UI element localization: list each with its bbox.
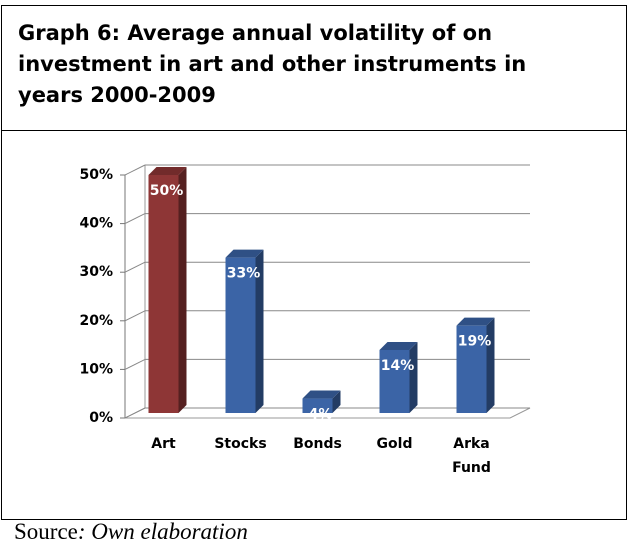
y-tick-label: 30% (79, 264, 113, 280)
value-label: 33% (227, 266, 261, 282)
chart-title: Graph 6: Average annual volatility of on… (18, 21, 527, 107)
x-tick-label: Stocks (214, 436, 267, 452)
bar-top (379, 341, 418, 350)
bar-side (255, 249, 264, 413)
value-label: 19% (458, 334, 492, 350)
y-tick-label: 40% (79, 216, 113, 232)
bar (302, 398, 333, 413)
x-tick-label: Bonds (293, 436, 342, 452)
bar (225, 257, 256, 413)
grid-line (124, 310, 146, 322)
separator (1, 130, 626, 131)
bar (456, 325, 487, 413)
bar-top (456, 317, 495, 326)
chart: 0% 10% 20% 30% 40% 50% 50% 33% 4% 14% 19% (79, 164, 531, 426)
bar-top (225, 249, 264, 258)
x-tick-label: Arka Fund (452, 436, 491, 476)
grid-line (124, 164, 146, 176)
bar-top (148, 167, 187, 175)
value-label: 14% (381, 358, 415, 374)
source-label: Source (14, 519, 78, 544)
bar-side (486, 317, 495, 413)
x-tick-label: Gold (376, 436, 413, 452)
y-tick-label: 20% (79, 313, 113, 329)
bar (379, 349, 410, 413)
y-tick-label: 0% (89, 410, 113, 426)
source-text: : Own elaboration (77, 519, 248, 544)
grid-line (124, 213, 146, 225)
bar-side (178, 167, 187, 413)
y-tick-label: 10% (79, 361, 113, 377)
y-tick-label: 50% (79, 167, 113, 183)
source: Source: Own elaboration (14, 519, 248, 545)
grid-line (124, 407, 146, 419)
grid-line (124, 358, 146, 370)
bar-top (302, 390, 341, 399)
bar-side (409, 341, 418, 413)
x-tick-label: Art (151, 436, 176, 452)
value-label: 50% (150, 183, 184, 199)
bar (148, 175, 179, 413)
grid-line (124, 261, 146, 273)
value-label: 4% (309, 407, 333, 423)
bar-side (332, 390, 341, 413)
